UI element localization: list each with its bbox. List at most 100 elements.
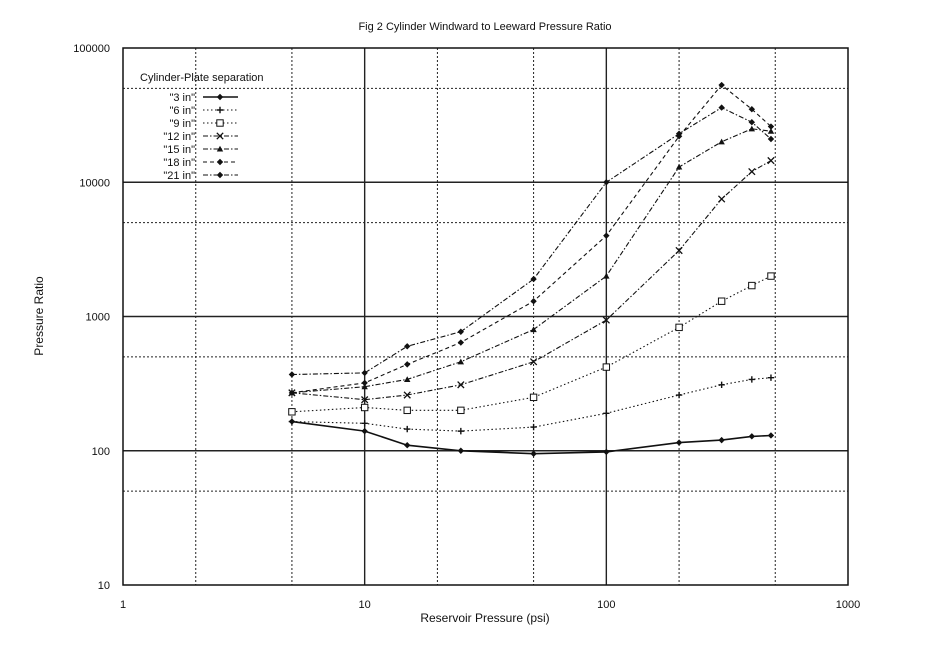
x-axis-label: Reservoir Pressure (psi): [420, 611, 549, 625]
data-point: [403, 406, 411, 415]
plot-frame: [122, 47, 849, 586]
data-point: [216, 119, 224, 127]
series-line: [291, 275, 772, 413]
data-point: [530, 423, 537, 431]
legend-title: Cylinder-Plate separation: [140, 72, 264, 84]
data-point: [457, 406, 465, 415]
y-tick-label: 100000: [73, 43, 110, 55]
series-line: [291, 106, 772, 376]
data-point: [748, 376, 756, 383]
x-tick-label: 1: [120, 599, 126, 611]
legend-entry: "21 in": [163, 170, 238, 182]
series-line: [291, 84, 772, 394]
data-point: [675, 130, 683, 137]
legend-label: "6 in": [169, 105, 195, 117]
data-point: [767, 272, 775, 280]
data-point: [717, 297, 726, 305]
data-point: [216, 93, 224, 101]
data-point: [603, 448, 610, 456]
y-tick-label: 10: [98, 580, 110, 592]
y-tick-label: 10000: [79, 177, 110, 189]
data-point: [748, 119, 756, 126]
data-point: [457, 381, 465, 389]
data-point: [530, 450, 537, 457]
data-point: [288, 408, 296, 416]
data-point: [603, 272, 610, 279]
data-point: [361, 379, 368, 387]
data-point: [216, 171, 224, 179]
data-point: [404, 361, 411, 368]
series-line: [291, 160, 772, 401]
series-line: [291, 420, 772, 455]
legend-label: "9 in": [169, 118, 195, 130]
data-point: [361, 383, 368, 390]
series-6: [288, 81, 775, 397]
y-axis-label: Pressure Ratio: [32, 276, 46, 356]
data-point: [361, 369, 368, 377]
data-point: [767, 374, 775, 381]
data-point: [529, 393, 538, 402]
data-point: [404, 343, 411, 350]
data-point: [675, 246, 683, 255]
data-point: [717, 195, 726, 203]
data-point: [530, 298, 537, 305]
data-point: [361, 427, 368, 435]
x-tick-label: 1000: [836, 599, 860, 611]
data-point: [767, 135, 775, 143]
data-point: [404, 441, 411, 449]
data-point: [403, 391, 411, 399]
data-point: [767, 128, 775, 134]
data-point: [360, 403, 369, 412]
data-point: [748, 433, 756, 440]
legend-entry: "3 in": [169, 92, 238, 104]
data-point: [603, 179, 610, 186]
tick-labels: 1 10 100 1000 10 100 1000 10000 100000: [73, 43, 860, 611]
series-3: [288, 272, 775, 416]
data-point: [530, 275, 537, 283]
x-tick-label: 10: [359, 599, 371, 611]
legend-entry: "12 in": [163, 131, 238, 143]
y-tick-label: 1000: [86, 312, 110, 324]
data-point: [718, 381, 725, 388]
data-point: [602, 363, 611, 371]
data-point: [748, 167, 756, 176]
legend-entry: "15 in": [163, 144, 238, 156]
data-point: [675, 163, 683, 170]
series-line: [291, 128, 772, 394]
data-point: [288, 371, 296, 378]
data-point: [718, 104, 725, 111]
grid-lines: [123, 48, 848, 585]
series-5: [288, 125, 775, 396]
data-point: [675, 323, 683, 332]
legend-entries: "3 in""6 in""9 in""12 in""15 in""18 in""…: [163, 92, 238, 182]
legend: Cylinder-Plate separation "3 in""6 in""9…: [140, 72, 264, 182]
data-point: [457, 339, 465, 346]
data-point: [748, 106, 756, 113]
data-point: [288, 389, 296, 397]
data-point: [602, 316, 610, 324]
data-point: [718, 138, 725, 145]
data-point: [361, 396, 369, 404]
data-point: [457, 328, 465, 335]
series-2: [288, 374, 775, 435]
data-point: [216, 145, 224, 152]
data-point: [457, 447, 465, 454]
data-point: [767, 432, 775, 439]
legend-label: "15 in": [163, 144, 195, 156]
data-point: [457, 358, 465, 365]
legend-label: "21 in": [163, 170, 195, 182]
data-point: [404, 376, 411, 382]
data-point: [718, 436, 725, 444]
data-point: [718, 81, 725, 89]
legend-entry: "6 in": [169, 105, 238, 117]
data-point: [529, 358, 538, 366]
chart-title: Fig 2 Cylinder Windward to Leeward Press…: [358, 21, 611, 33]
data-point: [216, 132, 224, 140]
data-point: [404, 425, 411, 433]
series-1: [288, 418, 775, 457]
data-point: [530, 326, 537, 333]
data-point: [748, 281, 756, 290]
data-point: [603, 232, 610, 239]
data-series: [288, 81, 775, 457]
